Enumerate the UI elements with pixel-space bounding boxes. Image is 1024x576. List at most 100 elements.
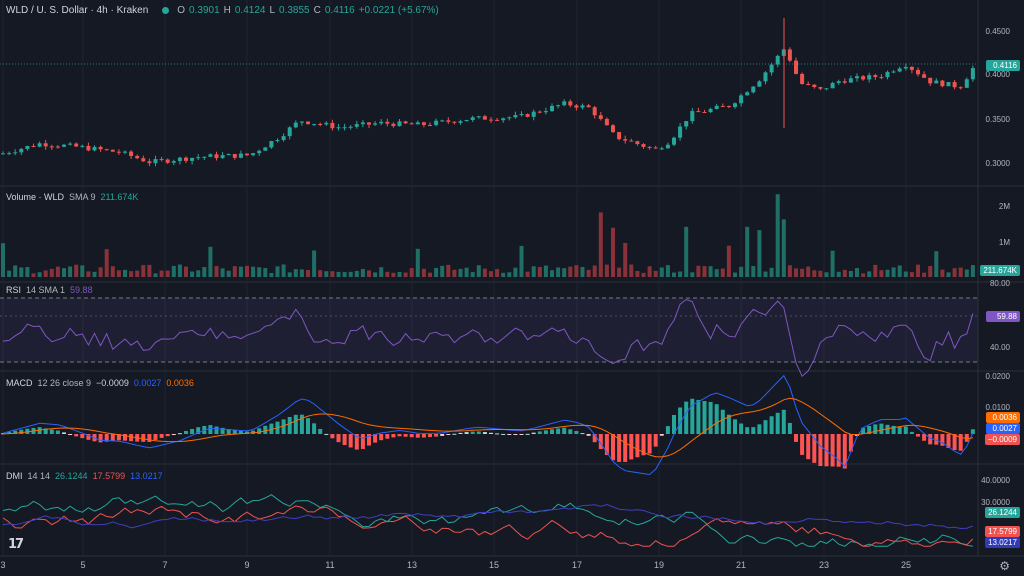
- volume-bar: [720, 268, 725, 277]
- candle: [269, 141, 274, 148]
- volume-bar: [647, 266, 652, 277]
- volume-bar: [446, 264, 451, 277]
- macd-histogram-bar: [13, 430, 18, 434]
- macd-histogram-bar: [324, 433, 329, 435]
- rsi-legend[interactable]: RSI 14 SMA 1 59.88: [6, 285, 93, 295]
- price-tick: 0.3000: [985, 159, 1010, 168]
- volume-bar: [794, 268, 798, 277]
- candle: [769, 64, 774, 73]
- volume-bar: [110, 266, 115, 277]
- macd-histogram-bar: [775, 412, 780, 434]
- volume-bar: [129, 271, 134, 277]
- tradingview-logo-icon[interactable]: 17: [8, 537, 24, 552]
- time-tick: 17: [571, 560, 583, 570]
- time-tick: 3: [0, 560, 6, 570]
- volume-bar: [232, 266, 237, 277]
- candle: [458, 121, 463, 123]
- change-value: +0.0221 (+5.67%): [358, 5, 439, 16]
- macd-histogram-bar: [159, 434, 164, 438]
- macd-histogram-bar: [123, 434, 127, 441]
- volume-bar: [922, 272, 927, 277]
- macd-histogram-bar: [574, 431, 579, 434]
- volume-bar: [275, 266, 280, 277]
- macd-histogram-bar: [653, 434, 658, 447]
- volume-bar: [440, 265, 445, 277]
- volume-bar: [903, 271, 908, 277]
- volume-bar: [708, 266, 713, 277]
- candle: [251, 153, 256, 156]
- macd-histogram-bar: [812, 434, 817, 463]
- candle: [537, 111, 542, 113]
- candle: [86, 145, 91, 151]
- candle: [818, 87, 823, 89]
- volume-bar: [604, 264, 609, 277]
- candle: [153, 159, 158, 164]
- volume-bar: [659, 267, 664, 277]
- volume-legend[interactable]: Volume · WLD SMA 9 211.674K: [6, 192, 139, 202]
- symbol-title[interactable]: WLD / U. S. Dollar · 4h · Kraken: [6, 5, 149, 16]
- candle: [909, 66, 914, 70]
- candle: [531, 111, 536, 117]
- dmi-plus-tag: 26.1244: [985, 507, 1020, 518]
- price-tick: 0.4000: [985, 70, 1010, 79]
- macd-histogram-bar: [482, 432, 487, 434]
- macd-histogram-bar: [129, 434, 134, 442]
- open-value: 0.3901: [189, 5, 220, 16]
- volume-bar: [330, 271, 335, 277]
- macd-histogram-bar: [543, 430, 548, 434]
- volume-bar: [897, 265, 902, 277]
- volume-bar: [470, 272, 475, 277]
- macd-histogram-bar: [470, 431, 475, 434]
- volume-bar: [873, 264, 878, 277]
- candle: [238, 153, 243, 158]
- candle: [342, 127, 347, 129]
- candle: [672, 137, 676, 145]
- volume-bar: [281, 264, 286, 277]
- volume-bar: [434, 267, 439, 277]
- candle: [684, 121, 689, 127]
- macd-histogram-bar: [611, 434, 615, 461]
- candle: [208, 154, 213, 157]
- dmi-legend[interactable]: DMI 14 14 26.1244 17.5799 13.0217: [6, 471, 163, 481]
- candle: [354, 124, 359, 127]
- volume-bar: [452, 269, 457, 277]
- macd-histogram-bar: [903, 426, 908, 434]
- macd-histogram-bar: [568, 429, 573, 434]
- price-current-tag: 0.4116: [986, 60, 1020, 71]
- candle: [159, 159, 164, 161]
- rsi-band: [0, 298, 978, 362]
- candle: [574, 105, 579, 108]
- volume-bar: [531, 266, 536, 277]
- volume-tick: 2M: [998, 202, 1010, 211]
- candle: [726, 105, 731, 107]
- candle: [452, 121, 457, 123]
- macd-legend[interactable]: MACD 12 26 close 9 −0.0009 0.0027 0.0036: [6, 378, 194, 388]
- candle: [330, 122, 335, 129]
- price-tick: 0.4500: [985, 27, 1010, 36]
- volume-bar: [171, 265, 176, 277]
- macd-histogram-bar: [617, 434, 622, 462]
- candle: [550, 105, 554, 112]
- candle: [525, 114, 530, 117]
- macd-histogram-bar: [281, 419, 286, 434]
- volume-bar: [196, 270, 201, 277]
- macd-histogram-bar: [379, 434, 384, 441]
- candle: [501, 118, 506, 121]
- macd-histogram-bar: [104, 434, 109, 442]
- volume-bar: [592, 265, 597, 277]
- candle: [275, 140, 280, 142]
- candle: [55, 146, 60, 148]
- volume-bar: [421, 268, 426, 277]
- dmi-tick: 30.0000: [981, 498, 1010, 507]
- macd-histogram-bar: [556, 428, 561, 434]
- candle: [787, 49, 792, 61]
- macd-histogram-bar: [220, 427, 225, 434]
- macd-histogram-bar: [153, 434, 158, 440]
- candle: [958, 87, 963, 89]
- volume-bar: [891, 267, 896, 277]
- candle: [245, 153, 249, 156]
- volume-bar: [745, 226, 750, 277]
- dmi-tick: 40.0000: [981, 476, 1010, 485]
- gear-icon[interactable]: ⚙: [999, 559, 1010, 573]
